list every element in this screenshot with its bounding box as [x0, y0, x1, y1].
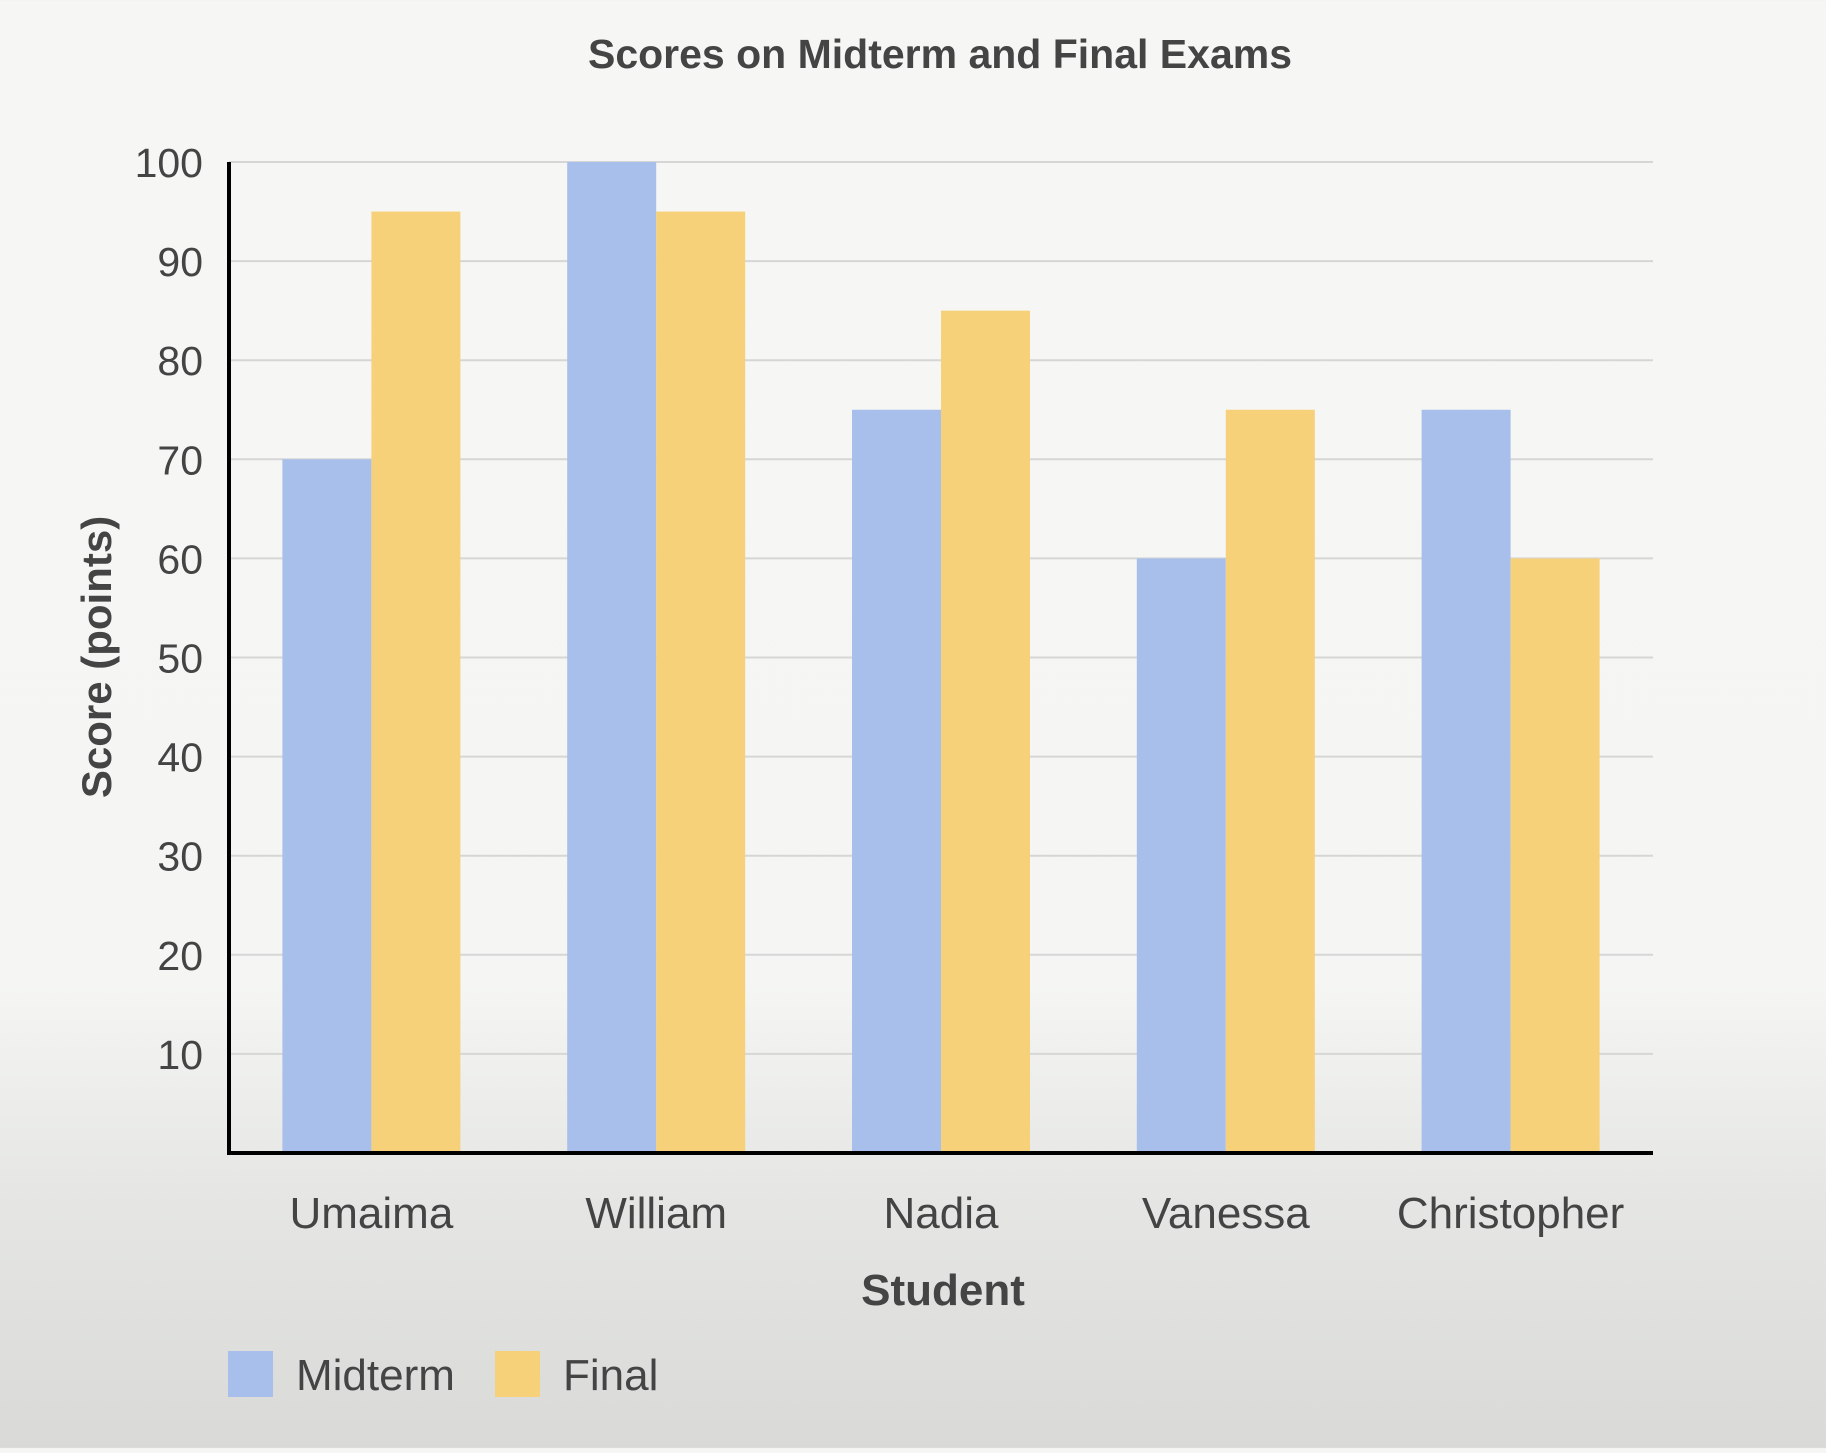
x-tick-label: Christopher: [1397, 1189, 1624, 1238]
x-tick-label: Vanessa: [1142, 1189, 1310, 1238]
y-axis-label: Score (points): [73, 516, 120, 798]
x-tick-label: Umaima: [290, 1189, 454, 1238]
legend-label-midterm: Midterm: [296, 1351, 455, 1400]
legend-swatch-final: [495, 1351, 540, 1397]
x-tick-label: Nadia: [884, 1189, 999, 1238]
y-axis-tick-labels: 10 20 30 40 50 60 70 80 90 100: [135, 140, 203, 1078]
bar-midterm-nadia: [852, 409, 941, 1153]
y-tick-label: 70: [157, 437, 203, 483]
bar-final-william: [656, 211, 746, 1154]
bar-final-vanessa: [1225, 409, 1315, 1153]
bar-midterm-vanessa: [1136, 558, 1226, 1153]
y-tick-label: 40: [157, 735, 203, 781]
y-tick-label: 90: [157, 239, 203, 285]
y-tick-label: 30: [157, 834, 203, 880]
bar-final-christopher: [1510, 558, 1600, 1153]
y-tick-label: 100: [135, 140, 203, 186]
y-tick-label: 10: [157, 1032, 203, 1078]
x-tick-label: William: [585, 1189, 727, 1238]
x-axis-label: Student: [861, 1266, 1025, 1315]
bar-midterm-umaima: [282, 459, 372, 1153]
bars: [282, 162, 1600, 1154]
legend-label-final: Final: [563, 1351, 658, 1400]
x-axis-tick-labels: Umaima William Nadia Vanessa Christopher: [290, 1189, 1625, 1238]
chart-title: Scores on Midterm and Final Exams: [588, 31, 1292, 77]
y-tick-label: 50: [157, 636, 203, 682]
y-tick-label: 80: [157, 338, 203, 384]
y-tick-label: 60: [157, 536, 203, 582]
bar-final-umaima: [371, 211, 461, 1154]
legend: Midterm Final: [228, 1351, 658, 1400]
bar-final-nadia: [941, 310, 1030, 1153]
y-tick-label: 20: [157, 933, 203, 979]
legend-swatch-midterm: [228, 1351, 273, 1397]
bar-midterm-christopher: [1421, 409, 1511, 1153]
bar-midterm-william: [567, 162, 657, 1153]
